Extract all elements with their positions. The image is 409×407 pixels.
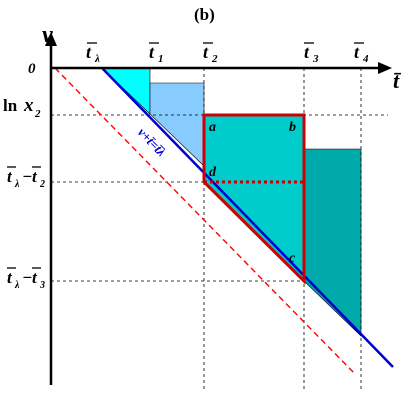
y-tick-ln-x2: ln x 2 <box>3 95 41 120</box>
vertical-axis-label: v <box>42 22 53 48</box>
origin-label: 0 <box>28 61 36 77</box>
horizontal-axis-arrow <box>378 62 392 74</box>
horizontal-axis-label: t̄ <box>393 68 402 93</box>
blue-diagonal <box>101 67 394 368</box>
svg-text:x: x <box>23 95 34 116</box>
x-tick-t-lambda: t λ <box>86 42 100 65</box>
point-b: b <box>289 120 296 135</box>
point-d: d <box>209 165 217 180</box>
svg-text:t: t <box>86 42 92 62</box>
x-tick-t1: t 1 <box>149 42 164 65</box>
svg-text:2: 2 <box>39 179 45 190</box>
svg-text:t: t <box>7 268 13 287</box>
svg-text:t: t <box>149 42 155 62</box>
svg-text:3: 3 <box>39 280 45 291</box>
svg-text:ln: ln <box>3 96 18 115</box>
svg-text:t: t <box>7 167 13 186</box>
quadrilateral-abcd <box>202 113 306 285</box>
x-tick-t2: t 2 <box>203 42 218 65</box>
svg-text:2: 2 <box>34 108 41 120</box>
y-tick-tlambda-minus-t3: t λ − t 3 <box>7 267 45 291</box>
svg-text:λ: λ <box>94 53 100 65</box>
x-tick-t4: t 4 <box>354 42 369 65</box>
panel-title: (b) <box>194 5 215 24</box>
svg-text:−: − <box>22 167 32 186</box>
svg-text:2: 2 <box>211 53 218 65</box>
y-tick-tlambda-minus-t2: t λ − t 2 <box>7 166 45 190</box>
point-c: c <box>289 251 296 266</box>
svg-text:t: t <box>354 42 360 62</box>
svg-text:t: t <box>32 268 38 287</box>
svg-text:4: 4 <box>362 53 369 65</box>
svg-text:t: t <box>203 42 209 62</box>
vertical-axis-arrow <box>45 32 57 46</box>
svg-text:λ: λ <box>14 280 20 291</box>
region-turquoise <box>204 115 304 281</box>
svg-text:3: 3 <box>312 53 319 65</box>
svg-text:1: 1 <box>158 53 164 65</box>
region-teal <box>303 148 362 337</box>
dashed-red-diagonal <box>54 67 357 376</box>
svg-text:−: − <box>22 268 32 287</box>
point-a: a <box>209 120 216 135</box>
x-tick-t3: t 3 <box>304 42 319 65</box>
svg-text:t: t <box>32 167 38 186</box>
svg-text:λ: λ <box>14 179 20 190</box>
svg-text:t: t <box>304 42 310 62</box>
